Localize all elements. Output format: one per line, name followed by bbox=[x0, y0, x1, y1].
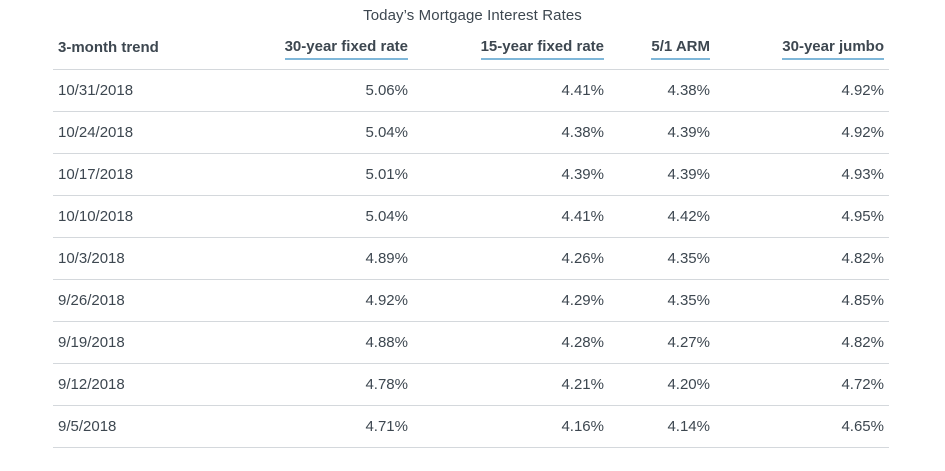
rate-30yr-fixed-cell: 5.04% bbox=[213, 111, 413, 154]
date-cell: 9/5/2018 bbox=[53, 405, 213, 448]
rate-30yr-jumbo-cell: 4.65% bbox=[715, 405, 889, 448]
rate-30yr-jumbo-cell: 4.93% bbox=[715, 153, 889, 196]
rate-30yr-jumbo-cell: 4.82% bbox=[715, 321, 889, 364]
date-cell: 10/3/2018 bbox=[53, 237, 213, 280]
rate-30yr-fixed-cell: 4.78% bbox=[213, 363, 413, 406]
date-cell: 9/26/2018 bbox=[53, 279, 213, 322]
rate-15yr-fixed-cell: 4.39% bbox=[413, 153, 609, 196]
rate-5-1-arm-cell: 4.39% bbox=[609, 153, 715, 196]
column-header-30yr-jumbo-label[interactable]: 30-year jumbo bbox=[782, 38, 884, 60]
rate-15yr-fixed-cell: 4.16% bbox=[413, 405, 609, 448]
rate-30yr-jumbo-cell: 4.72% bbox=[715, 363, 889, 406]
rate-30yr-fixed-cell: 4.89% bbox=[213, 237, 413, 280]
rate-5-1-arm-cell: 4.14% bbox=[609, 405, 715, 448]
rate-15yr-fixed-cell: 4.28% bbox=[413, 321, 609, 364]
table-row: 10/3/2018 4.89% 4.26% 4.35% 4.82% bbox=[53, 237, 889, 280]
rate-15yr-fixed-cell: 4.21% bbox=[413, 363, 609, 406]
rate-5-1-arm-cell: 4.35% bbox=[609, 237, 715, 280]
rate-5-1-arm-cell: 4.35% bbox=[609, 279, 715, 322]
rate-30yr-fixed-cell: 4.92% bbox=[213, 279, 413, 322]
mortgage-rates-table: 3-month trend 30-year fixed rate 15-year… bbox=[53, 29, 889, 448]
date-cell: 9/12/2018 bbox=[53, 363, 213, 406]
table-row: 9/26/2018 4.92% 4.29% 4.35% 4.85% bbox=[53, 279, 889, 322]
rate-15yr-fixed-cell: 4.41% bbox=[413, 69, 609, 112]
rate-15yr-fixed-cell: 4.41% bbox=[413, 195, 609, 238]
rate-30yr-fixed-cell: 4.88% bbox=[213, 321, 413, 364]
rate-5-1-arm-cell: 4.20% bbox=[609, 363, 715, 406]
header-row: 3-month trend 30-year fixed rate 15-year… bbox=[53, 29, 889, 70]
table-row: 10/31/2018 5.06% 4.41% 4.38% 4.92% bbox=[53, 69, 889, 112]
rate-30yr-jumbo-cell: 4.92% bbox=[715, 69, 889, 112]
rate-30yr-jumbo-cell: 4.85% bbox=[715, 279, 889, 322]
column-header-30yr-fixed-label[interactable]: 30-year fixed rate bbox=[284, 38, 408, 60]
table-row: 10/24/2018 5.04% 4.38% 4.39% 4.92% bbox=[53, 111, 889, 154]
date-cell: 10/24/2018 bbox=[53, 111, 213, 154]
date-cell: 10/17/2018 bbox=[53, 153, 213, 196]
rate-30yr-jumbo-cell: 4.95% bbox=[715, 195, 889, 238]
table-row: 9/5/2018 4.71% 4.16% 4.14% 4.65% bbox=[53, 405, 889, 448]
column-header-5-1-arm-label[interactable]: 5/1 ARM bbox=[651, 38, 710, 60]
table-title: Today’s Mortgage Interest Rates bbox=[363, 7, 582, 24]
date-cell: 10/10/2018 bbox=[53, 195, 213, 238]
column-header-30yr-fixed[interactable]: 30-year fixed rate bbox=[213, 29, 413, 70]
date-cell: 9/19/2018 bbox=[53, 321, 213, 364]
rate-30yr-jumbo-cell: 4.92% bbox=[715, 111, 889, 154]
column-header-trend: 3-month trend bbox=[53, 29, 213, 70]
rate-5-1-arm-cell: 4.38% bbox=[609, 69, 715, 112]
column-header-15yr-fixed-label[interactable]: 15-year fixed rate bbox=[480, 38, 604, 60]
table-body: 10/31/2018 5.06% 4.41% 4.38% 4.92% 10/24/2018… bbox=[53, 69, 889, 448]
table-row: 9/12/2018 4.78% 4.21% 4.20% 4.72% bbox=[53, 363, 889, 406]
rate-30yr-fixed-cell: 5.04% bbox=[213, 195, 413, 238]
column-header-5-1-arm[interactable]: 5/1 ARM bbox=[609, 29, 715, 70]
rate-15yr-fixed-cell: 4.26% bbox=[413, 237, 609, 280]
rate-30yr-fixed-cell: 4.71% bbox=[213, 405, 413, 448]
column-header-trend-label: 3-month trend bbox=[58, 39, 159, 56]
rate-5-1-arm-cell: 4.27% bbox=[609, 321, 715, 364]
rate-5-1-arm-cell: 4.39% bbox=[609, 111, 715, 154]
column-header-15yr-fixed[interactable]: 15-year fixed rate bbox=[413, 29, 609, 70]
rate-30yr-jumbo-cell: 4.82% bbox=[715, 237, 889, 280]
rate-15yr-fixed-cell: 4.38% bbox=[413, 111, 609, 154]
date-cell: 10/31/2018 bbox=[53, 69, 213, 112]
table-row: 10/17/2018 5.01% 4.39% 4.39% 4.93% bbox=[53, 153, 889, 196]
rate-15yr-fixed-cell: 4.29% bbox=[413, 279, 609, 322]
rate-30yr-fixed-cell: 5.06% bbox=[213, 69, 413, 112]
rate-30yr-fixed-cell: 5.01% bbox=[213, 153, 413, 196]
rate-5-1-arm-cell: 4.42% bbox=[609, 195, 715, 238]
table-row: 10/10/2018 5.04% 4.41% 4.42% 4.95% bbox=[53, 195, 889, 238]
column-header-30yr-jumbo[interactable]: 30-year jumbo bbox=[715, 29, 889, 70]
table-row: 9/19/2018 4.88% 4.28% 4.27% 4.82% bbox=[53, 321, 889, 364]
